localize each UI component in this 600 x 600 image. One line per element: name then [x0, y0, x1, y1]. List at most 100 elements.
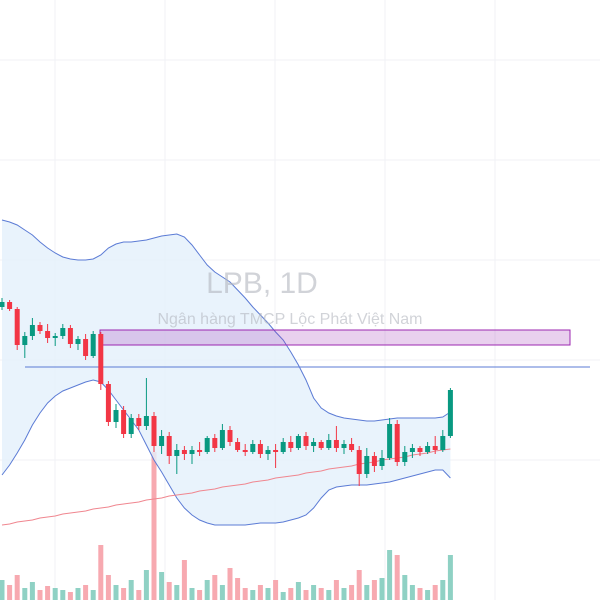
candle-body [379, 458, 385, 466]
candle-body [37, 325, 43, 331]
volume-bar [394, 555, 400, 600]
watermark-title: LPB, 1D [206, 267, 318, 300]
candle-body [417, 448, 423, 452]
candle-body [273, 450, 279, 452]
candle-body [212, 438, 218, 448]
volume-bar [113, 585, 119, 600]
candle-body [45, 331, 51, 338]
candle-body [219, 430, 225, 448]
volume-bar [7, 585, 13, 600]
candle-body [341, 444, 347, 448]
volume-bar [22, 588, 28, 600]
candle-body [52, 336, 58, 338]
candle-body [333, 440, 339, 448]
volume-bar [45, 586, 51, 600]
candle-body [67, 328, 73, 344]
candle-body [22, 336, 28, 345]
volume-bar [121, 588, 127, 600]
volume-bar [333, 580, 339, 600]
plot [0, 219, 590, 600]
volume-bar [432, 585, 438, 600]
candle-body [189, 450, 195, 454]
candle-body [326, 440, 332, 448]
volume-bar [90, 590, 96, 600]
candle-body [7, 302, 13, 309]
candle-body [235, 442, 241, 450]
candle-body [349, 444, 355, 450]
candle-body [128, 418, 134, 434]
volume-bar [174, 585, 180, 600]
volume-bar [67, 592, 73, 600]
candle-body [250, 444, 256, 452]
volume-bar [288, 588, 294, 600]
volume-bar [29, 582, 35, 600]
volume-bar [326, 590, 332, 600]
volume-bar [341, 588, 347, 600]
volume-bar [409, 585, 415, 600]
candle-body [166, 436, 172, 456]
candle-body [288, 442, 294, 448]
candle-body [295, 436, 301, 448]
candle-body [29, 325, 35, 336]
volume-bar [143, 570, 149, 600]
volume-bar [197, 590, 203, 600]
candle-body [14, 309, 20, 345]
volume-bar [98, 545, 104, 600]
watermark-subtitle: Ngân hàng TMCP Lộc Phát Việt Nam [157, 311, 422, 328]
volume-bar [60, 590, 66, 600]
zone [99, 329, 571, 346]
candle-body [174, 450, 180, 456]
volume-bar [219, 585, 225, 600]
volume-bar [265, 588, 271, 600]
candle-body [197, 450, 203, 452]
candle-body [143, 416, 149, 426]
volume-bar [295, 582, 301, 600]
candle-body [227, 430, 233, 442]
volume-bar [402, 575, 408, 600]
candle-body [98, 334, 104, 384]
candle-body [60, 328, 66, 336]
volume-bar [52, 588, 58, 600]
candle-body [121, 410, 127, 434]
volume-bar [387, 550, 393, 600]
volume-bar [14, 575, 20, 600]
volume-bar [417, 588, 423, 600]
candle-body [409, 448, 415, 452]
candle-body [432, 446, 438, 450]
volume-bar [318, 588, 324, 600]
candle-body [440, 436, 446, 450]
candle-body [311, 442, 317, 446]
candle-body [204, 438, 210, 452]
volume-bar [425, 590, 431, 600]
volume-bar [356, 570, 362, 600]
volume-bar [151, 452, 157, 600]
candle-body [318, 442, 324, 448]
volume-bar [189, 588, 195, 600]
candle-body [75, 339, 81, 344]
candle-body [402, 452, 408, 462]
volume-bar [136, 590, 142, 600]
candle-body [356, 450, 362, 474]
volume-bar [105, 575, 111, 600]
volume-bar [235, 578, 241, 600]
candle-body [387, 424, 393, 458]
candle-body [181, 450, 187, 454]
volume-bar [159, 572, 165, 600]
volume-bar [303, 590, 309, 600]
volume-bar [227, 568, 233, 600]
candle-body [265, 450, 271, 454]
volume-bar [0, 580, 5, 600]
candle-body [447, 390, 453, 436]
candle-body [83, 339, 89, 356]
band-fill [2, 220, 451, 525]
candle-body [394, 424, 400, 462]
volume-bar [212, 575, 218, 600]
volume-bar [128, 580, 134, 600]
volume-bar [273, 580, 279, 600]
volume-bar [37, 590, 43, 600]
volume-bar [257, 585, 263, 600]
volume-bar [204, 580, 210, 600]
volume-bar [75, 588, 81, 600]
candle-body [159, 436, 165, 446]
